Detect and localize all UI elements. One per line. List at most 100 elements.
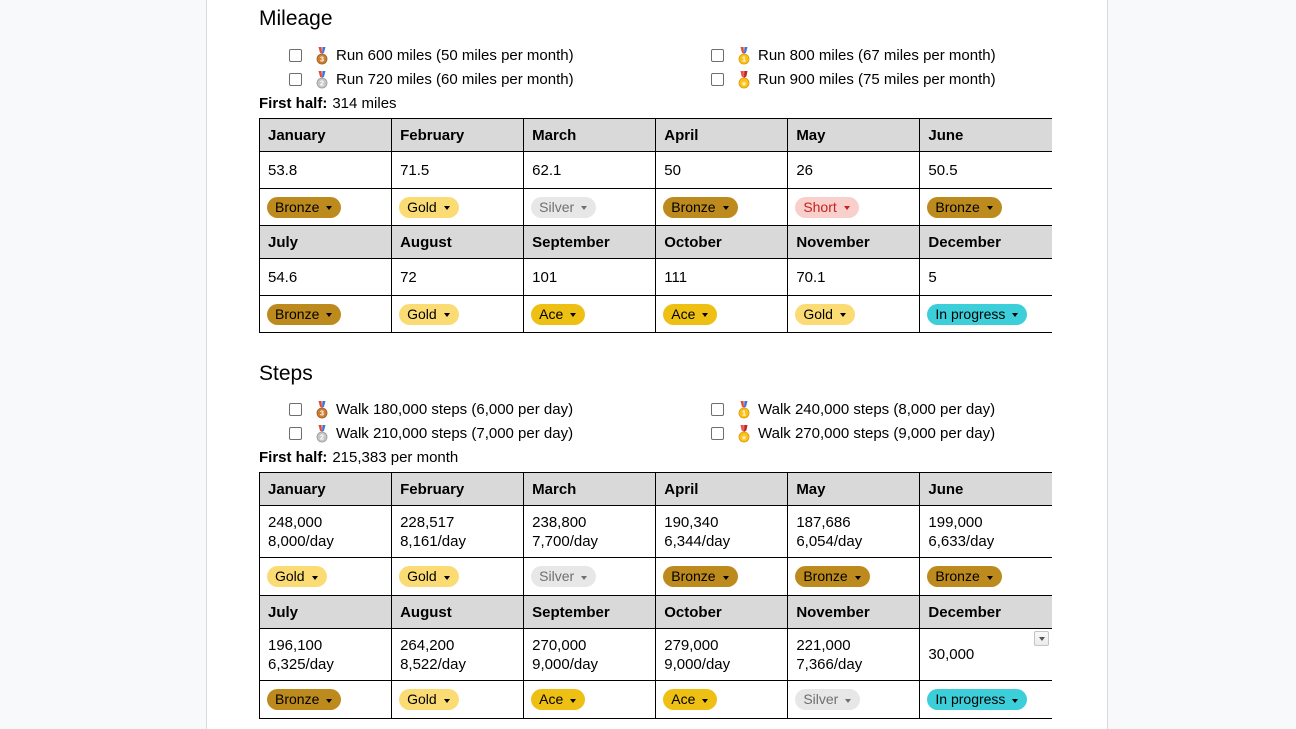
goal-checkbox[interactable] — [289, 427, 302, 440]
goal-checkbox[interactable] — [711, 427, 724, 440]
status-chip[interactable]: Ace — [531, 303, 586, 325]
month-header[interactable]: June — [919, 472, 1052, 506]
month-header[interactable]: October — [655, 225, 788, 259]
goal-checkbox[interactable] — [711, 49, 724, 62]
chevron-down-icon — [311, 575, 318, 580]
month-header[interactable]: March — [523, 472, 656, 506]
goal-checkbox[interactable] — [289, 49, 302, 62]
goal-checkbox[interactable] — [711, 73, 724, 86]
month-header[interactable]: May — [787, 472, 920, 506]
month-header[interactable]: February — [391, 472, 524, 506]
month-header[interactable]: April — [655, 472, 788, 506]
steps-total: 190,340 — [664, 513, 719, 531]
steps-cell[interactable]: 279,000 9,000/day — [655, 628, 788, 681]
month-header[interactable]: July — [258, 595, 392, 629]
miles-cell[interactable]: 5 — [919, 258, 1052, 296]
status-chip[interactable]: Bronze — [663, 566, 738, 587]
goal-label: Run 800 miles (67 miles per month) — [758, 47, 996, 64]
mileage-table: January February March April May June 53… — [258, 118, 1052, 333]
goal-item: 1 Run 800 miles (67 miles per month) — [711, 46, 1059, 65]
miles-cell[interactable]: 50.5 — [919, 151, 1052, 189]
month-header[interactable]: January — [258, 472, 392, 506]
month-header[interactable]: March — [523, 118, 656, 152]
chevron-down-icon — [443, 698, 450, 703]
steps-cell[interactable]: 264,200 8,522/day — [391, 628, 524, 681]
status-chip[interactable]: Ace — [663, 689, 718, 710]
steps-total: 199,000 — [928, 513, 983, 531]
month-header[interactable]: May — [787, 118, 920, 152]
goal-checkbox[interactable] — [289, 403, 302, 416]
status-chip[interactable]: Gold — [399, 303, 459, 325]
miles-cell[interactable]: 54.6 — [258, 258, 392, 296]
month-header[interactable]: February — [391, 118, 524, 152]
status-chip[interactable]: Ace — [531, 689, 586, 710]
steps-cell[interactable]: 190,340 6,344/day — [655, 505, 788, 558]
month-header[interactable]: August — [391, 225, 524, 259]
chevron-down-icon — [1038, 636, 1045, 641]
first-half-value: 215,383 per month — [332, 449, 459, 466]
steps-cell[interactable]: 221,000 7,366/day — [787, 628, 920, 681]
miles-cell[interactable]: 72 — [391, 258, 524, 296]
month-header[interactable]: October — [655, 595, 788, 629]
status-chip[interactable]: Gold — [399, 689, 459, 710]
month-header[interactable]: September — [523, 595, 656, 629]
month-header[interactable]: September — [523, 225, 656, 259]
miles-cell[interactable]: 50 — [655, 151, 788, 189]
chevron-down-icon — [986, 575, 993, 580]
month-header[interactable]: June — [919, 118, 1052, 152]
status-chip[interactable]: Bronze — [927, 196, 1002, 218]
status-chip[interactable]: Bronze — [267, 689, 342, 710]
status-chip[interactable]: Ace — [663, 303, 718, 325]
month-header[interactable]: December — [919, 225, 1052, 259]
svg-text:1: 1 — [742, 408, 746, 417]
goal-checkbox[interactable] — [289, 73, 302, 86]
status-chip[interactable]: In progress — [927, 689, 1028, 710]
status-chip[interactable]: Gold — [795, 303, 855, 325]
status-chip[interactable]: Short — [795, 196, 859, 218]
steps-per-day: 7,700/day — [532, 532, 599, 550]
status-chip[interactable]: Gold — [399, 196, 459, 218]
steps-per-day: 6,054/day — [796, 532, 863, 550]
steps-per-day: 6,344/day — [664, 532, 731, 550]
steps-cell[interactable]: 228,517 8,161/day — [391, 505, 524, 558]
month-header[interactable]: November — [787, 595, 920, 629]
status-chip[interactable]: Silver — [531, 196, 597, 218]
steps-cell[interactable]: 187,686 6,054/day — [787, 505, 920, 558]
status-chip[interactable]: Bronze — [927, 566, 1002, 587]
miles-cell[interactable]: 71.5 — [391, 151, 524, 189]
steps-cell[interactable]: 270,000 9,000/day — [523, 628, 656, 681]
month-header[interactable]: April — [655, 118, 788, 152]
status-chip[interactable]: Bronze — [795, 566, 870, 587]
steps-cell[interactable]: 196,100 6,325/day — [258, 628, 392, 681]
status-chip[interactable]: Bronze — [663, 196, 738, 218]
cell-dropdown-button[interactable] — [1034, 631, 1049, 646]
miles-cell[interactable]: 53.8 — [258, 151, 392, 189]
steps-cell[interactable]: 248,000 8,000/day — [258, 505, 392, 558]
status-chip[interactable]: Gold — [399, 566, 459, 587]
miles-cell[interactable]: 26 — [787, 151, 920, 189]
status-chip[interactable]: In progress — [927, 303, 1028, 325]
steps-per-day: 9,000/day — [664, 655, 731, 673]
table-value-row: 196,100 6,325/day 264,200 8,522/day 270,00… — [258, 628, 1052, 681]
steps-cell[interactable]: 199,000 6,633/day — [919, 505, 1052, 558]
goal-label: Walk 270,000 steps (9,000 per day) — [758, 425, 996, 442]
status-chip[interactable]: Silver — [795, 689, 861, 710]
month-header[interactable]: January — [258, 118, 392, 152]
miles-cell[interactable]: 101 — [523, 258, 656, 296]
status-chip[interactable]: Gold — [267, 566, 327, 587]
status-chip[interactable]: Bronze — [267, 303, 342, 325]
goal-checkbox[interactable] — [711, 403, 724, 416]
status-chip[interactable]: Silver — [531, 566, 597, 587]
miles-cell[interactable]: 70.1 — [787, 258, 920, 296]
steps-cell[interactable]: 30,000 — [919, 628, 1052, 681]
steps-goals: 3 Walk 180,000 steps (6,000 per day) 1 — [289, 400, 1059, 443]
month-header[interactable]: July — [258, 225, 392, 259]
month-header[interactable]: August — [391, 595, 524, 629]
status-chip[interactable]: Bronze — [267, 196, 342, 218]
steps-total: 187,686 — [796, 513, 851, 531]
month-header[interactable]: December — [919, 595, 1052, 629]
month-header[interactable]: November — [787, 225, 920, 259]
steps-cell[interactable]: 238,800 7,700/day — [523, 505, 656, 558]
miles-cell[interactable]: 111 — [655, 258, 788, 296]
miles-cell[interactable]: 62.1 — [523, 151, 656, 189]
